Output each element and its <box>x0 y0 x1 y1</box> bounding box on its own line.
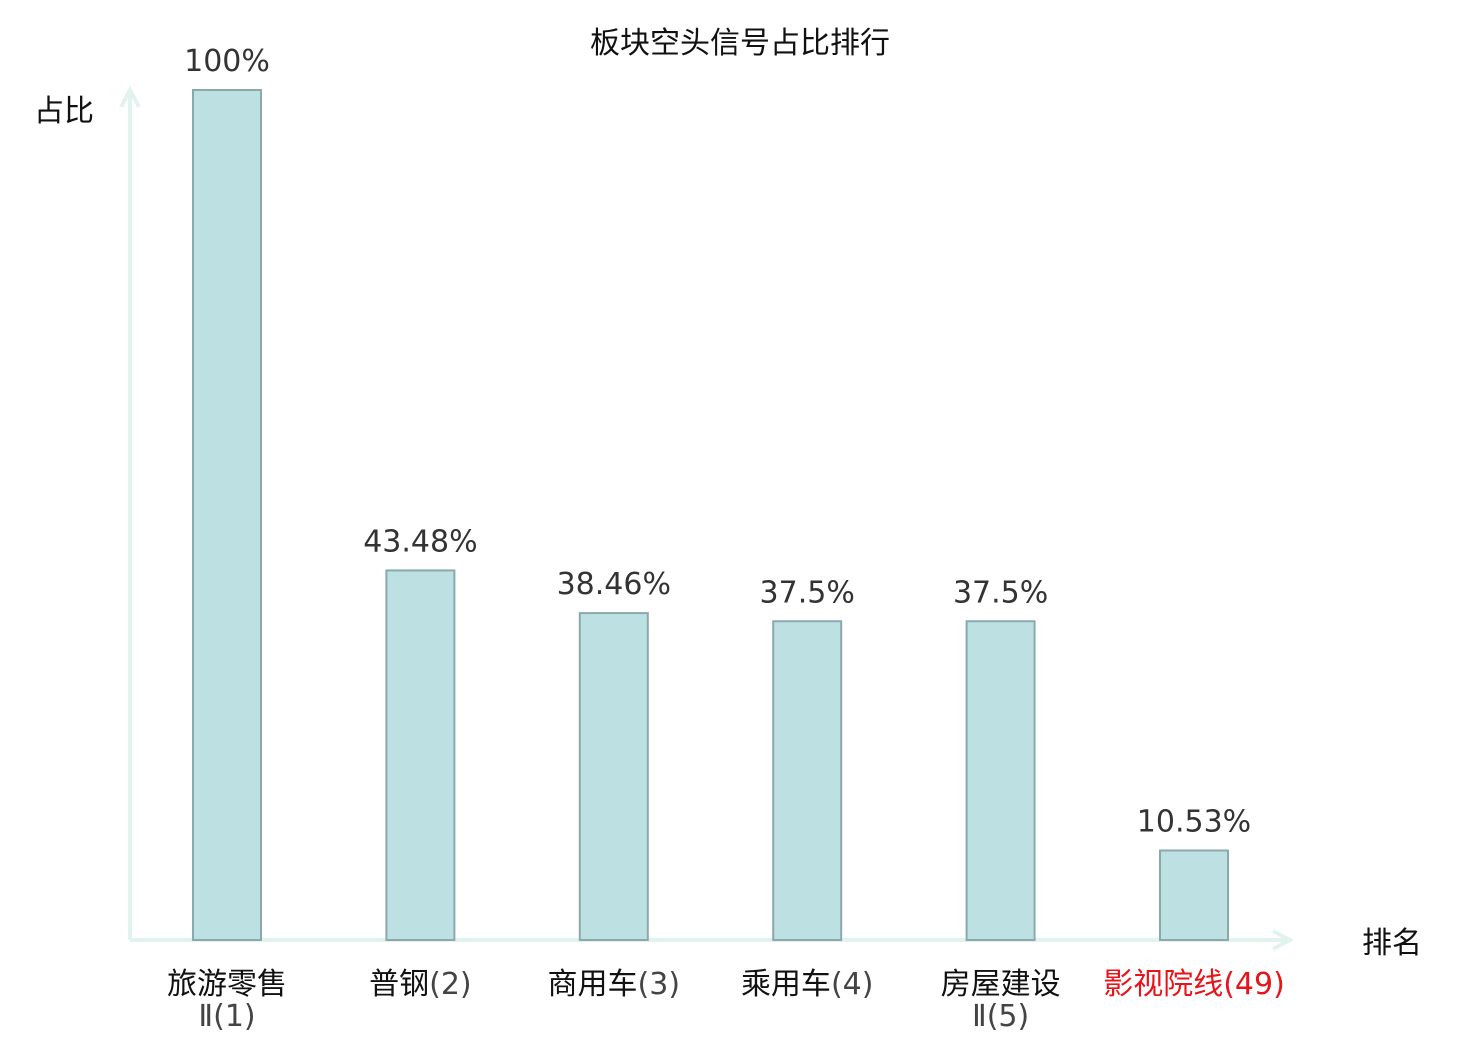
bar <box>965 620 1036 941</box>
x-axis-label: 排名 <box>1362 926 1422 961</box>
category-rank: (49) <box>1223 967 1285 1002</box>
category-label: 房屋建设 <box>941 967 1061 1002</box>
bar <box>772 620 843 941</box>
category-label: 乘用车(4) <box>741 967 874 1002</box>
category-name: 乘用车 <box>741 967 831 1002</box>
value-label: 37.5% <box>953 575 1048 610</box>
category-label: 普钢(2) <box>369 967 472 1002</box>
y-axis-arrow <box>119 85 141 108</box>
value-labels-group: 100% 43.48% 38.46% 37.5% 37.5% 10.53% <box>184 44 1251 839</box>
category-name: 商用车 <box>548 967 638 1002</box>
bar <box>192 89 262 941</box>
chart-title: 板块空头信号占比排行 <box>590 26 890 61</box>
value-label: 43.48% <box>363 524 477 559</box>
value-label: 100% <box>184 44 270 79</box>
y-axis-label: 占比 <box>34 94 94 129</box>
category-label: 影视院线(49) <box>1103 967 1285 1002</box>
category-rank: (2) <box>429 967 472 1002</box>
category-name: 影视院线 <box>1103 967 1223 1002</box>
axes <box>119 85 1295 951</box>
category-rank: (4) <box>831 967 874 1002</box>
category-rank-label: Ⅱ(5) <box>972 999 1029 1034</box>
value-label: 38.46% <box>557 567 671 602</box>
value-label: 37.5% <box>760 575 855 610</box>
x-axis-arrow <box>1272 929 1295 951</box>
bars-group <box>192 89 1229 942</box>
category-label: 旅游零售 <box>167 967 287 1002</box>
category-label: 商用车(3) <box>548 967 681 1002</box>
category-rank: (3) <box>638 967 681 1002</box>
value-label: 10.53% <box>1137 804 1251 839</box>
bar <box>578 612 649 942</box>
category-rank-label: Ⅱ(1) <box>198 999 255 1034</box>
bar <box>1159 849 1229 941</box>
bar <box>385 569 456 941</box>
category-name: 普钢 <box>369 967 429 1002</box>
